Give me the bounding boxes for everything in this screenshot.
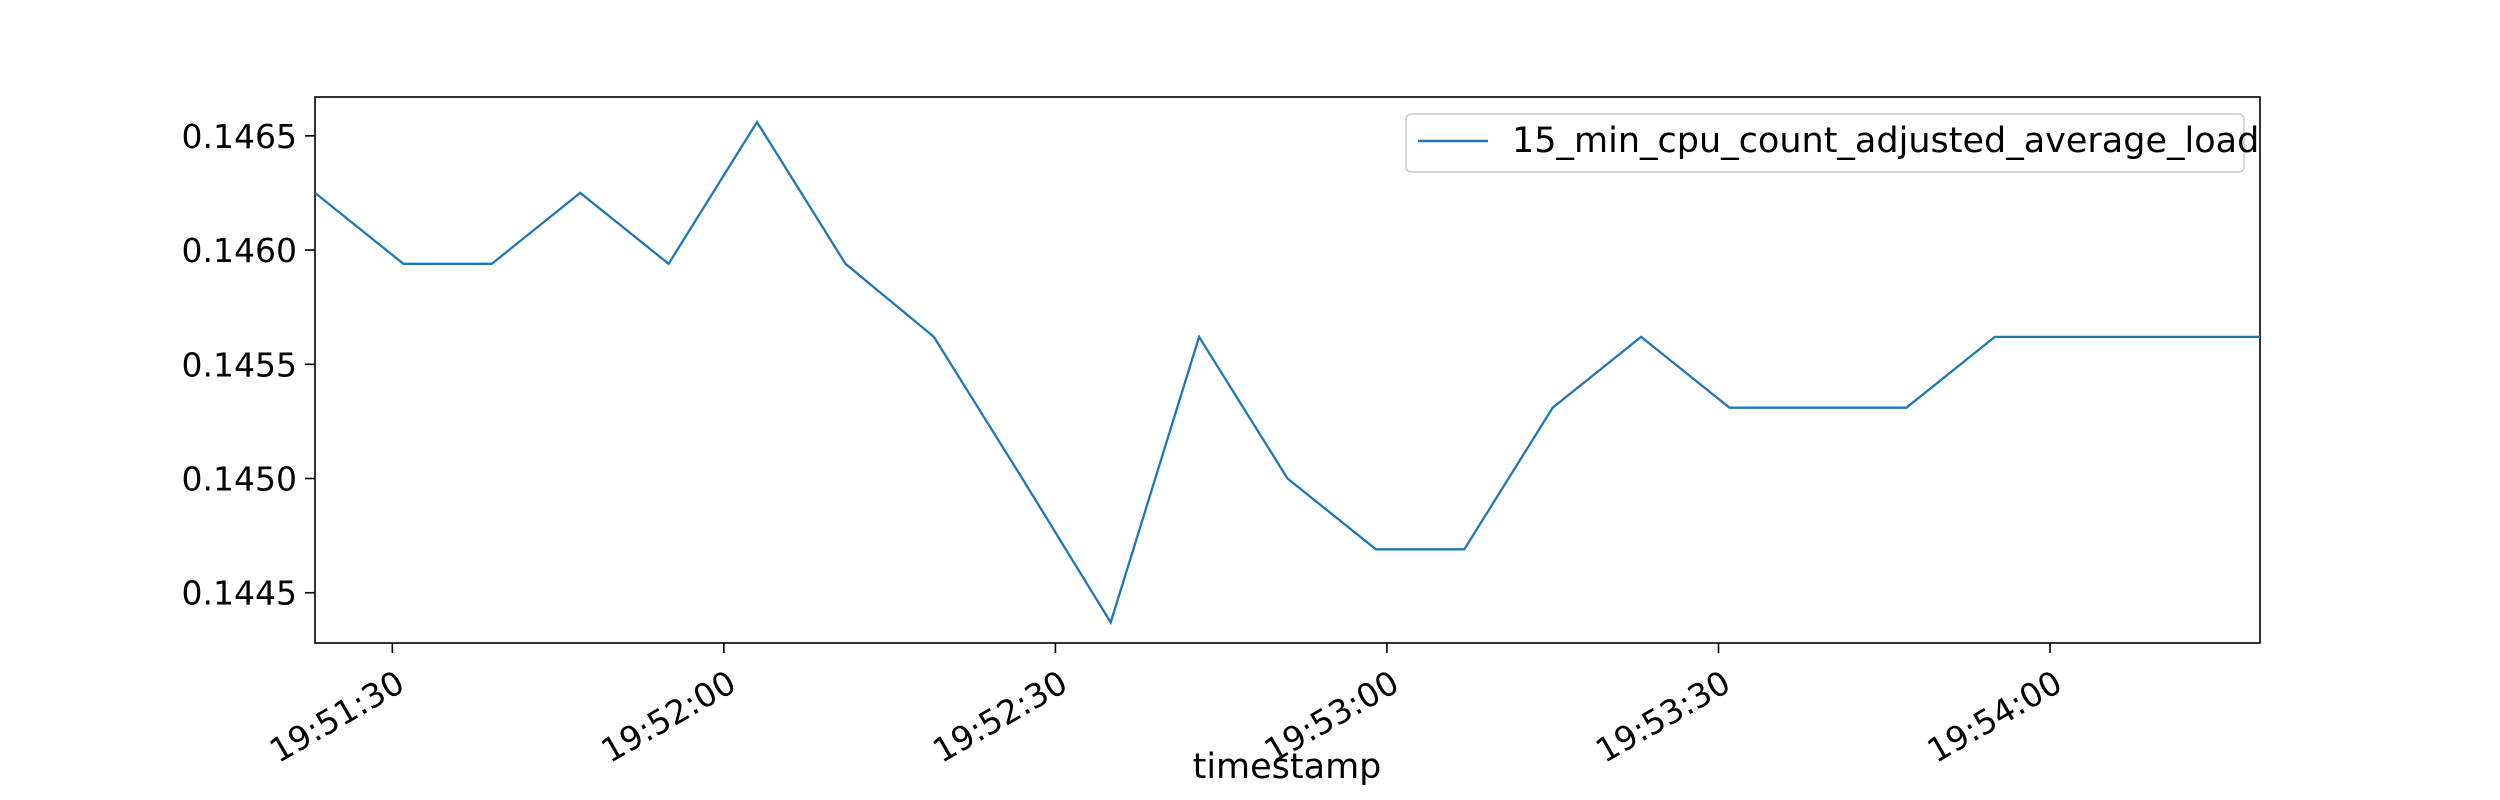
series-line xyxy=(314,119,2260,626)
x-axis: 19:51:30 19:52:00 19:52:30 19:53:00 19:53:30… xyxy=(263,643,2069,771)
x-tick-label: 19:54:00 xyxy=(1921,663,2069,771)
legend-box xyxy=(1405,113,2245,173)
x-tick-label: 19:52:00 xyxy=(594,663,742,771)
legend-entry-label: 15_min_cpu_count_adjusted_average_load xyxy=(1512,121,2259,161)
y-tick-label: 0.1445 xyxy=(182,574,297,613)
plot-frame xyxy=(314,96,2261,644)
y-tick-label: 0.1460 xyxy=(182,231,297,270)
y-axis: 0.1445 0.1450 0.1455 0.1460 0.1465 xyxy=(182,117,315,613)
plot-area: 19:51:30 19:52:00 19:52:30 19:53:00 19:53:30… xyxy=(182,96,2261,771)
x-tick-label: 19:51:30 xyxy=(263,663,411,771)
series-layer xyxy=(314,119,2261,626)
x-tick-label: 19:53:30 xyxy=(1589,663,1737,771)
x-axis-label: timestamp xyxy=(1193,747,1382,787)
y-tick-label: 0.1450 xyxy=(182,460,297,499)
x-tick-label: 19:52:30 xyxy=(926,663,1074,771)
y-tick-label: 0.1455 xyxy=(182,345,297,384)
legend: 15_min_cpu_count_adjusted_average_load xyxy=(1405,113,2259,173)
y-tick-label: 0.1465 xyxy=(182,117,297,156)
